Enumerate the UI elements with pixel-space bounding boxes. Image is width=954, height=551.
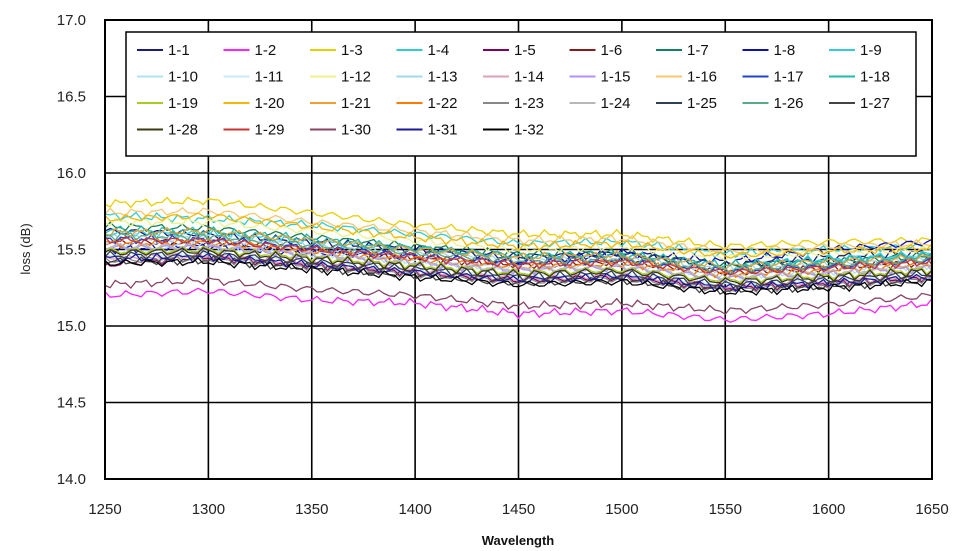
legend-label: 1-7 (687, 42, 709, 59)
legend-label: 1-32 (514, 122, 544, 139)
legend-label: 1-14 (514, 69, 544, 86)
legend-label: 1-5 (514, 42, 536, 59)
x-tick-label: 1350 (295, 501, 328, 518)
legend-label: 1-21 (341, 95, 371, 112)
legend-label: 1-13 (428, 69, 458, 86)
legend-label: 1-8 (774, 42, 796, 59)
legend-label: 1-2 (255, 42, 277, 59)
legend: 1-1 1-2 1-3 1-4 1-5 1-6 1-7 1-8 1-9 1-10 1-11 1-12 1… (126, 32, 916, 156)
y-tick-label: 17.0 (57, 12, 86, 29)
y-tick-label: 14.5 (57, 395, 86, 412)
x-tick-label: 1250 (88, 501, 121, 518)
x-tick-label: 1550 (709, 501, 742, 518)
y-tick-label: 14.0 (57, 471, 86, 488)
y-axis-label: loss (dB) (18, 223, 33, 274)
x-tick-label: 1400 (398, 501, 431, 518)
x-tick-label: 1600 (812, 501, 845, 518)
legend-label: 1-30 (341, 122, 371, 139)
y-tick-label: 16.0 (57, 165, 86, 182)
legend-label: 1-29 (255, 122, 285, 139)
legend-label: 1-11 (255, 69, 284, 86)
legend-label: 1-26 (774, 95, 804, 112)
legend-label: 1-24 (601, 95, 631, 112)
legend-label: 1-4 (428, 42, 450, 59)
x-axis-label: Wavelength (482, 533, 555, 548)
legend-label: 1-9 (860, 42, 882, 59)
legend-label: 1-15 (601, 69, 631, 86)
y-tick-label: 16.5 (57, 89, 86, 106)
legend-label: 1-22 (428, 95, 458, 112)
x-tick-label: 1500 (605, 501, 638, 518)
legend-label: 1-10 (168, 69, 198, 86)
legend-label: 1-23 (514, 95, 544, 112)
x-tick-label: 1450 (502, 501, 535, 518)
y-tick-label: 15.0 (57, 318, 86, 335)
legend-label: 1-6 (601, 42, 623, 59)
legend-label: 1-28 (168, 122, 198, 139)
y-tick-label: 15.5 (57, 242, 86, 259)
legend-label: 1-1 (168, 42, 190, 59)
legend-label: 1-18 (860, 69, 890, 86)
legend-label: 1-3 (341, 42, 363, 59)
legend-label: 1-19 (168, 95, 198, 112)
legend-label: 1-31 (428, 122, 458, 139)
x-tick-label: 1650 (915, 501, 948, 518)
legend-label: 1-12 (341, 69, 371, 86)
legend-label: 1-16 (687, 69, 717, 86)
legend-label: 1-20 (255, 95, 285, 112)
legend-label: 1-17 (774, 69, 804, 86)
legend-label: 1-27 (860, 95, 890, 112)
x-tick-label: 1300 (192, 501, 225, 518)
legend-label: 1-25 (687, 95, 717, 112)
